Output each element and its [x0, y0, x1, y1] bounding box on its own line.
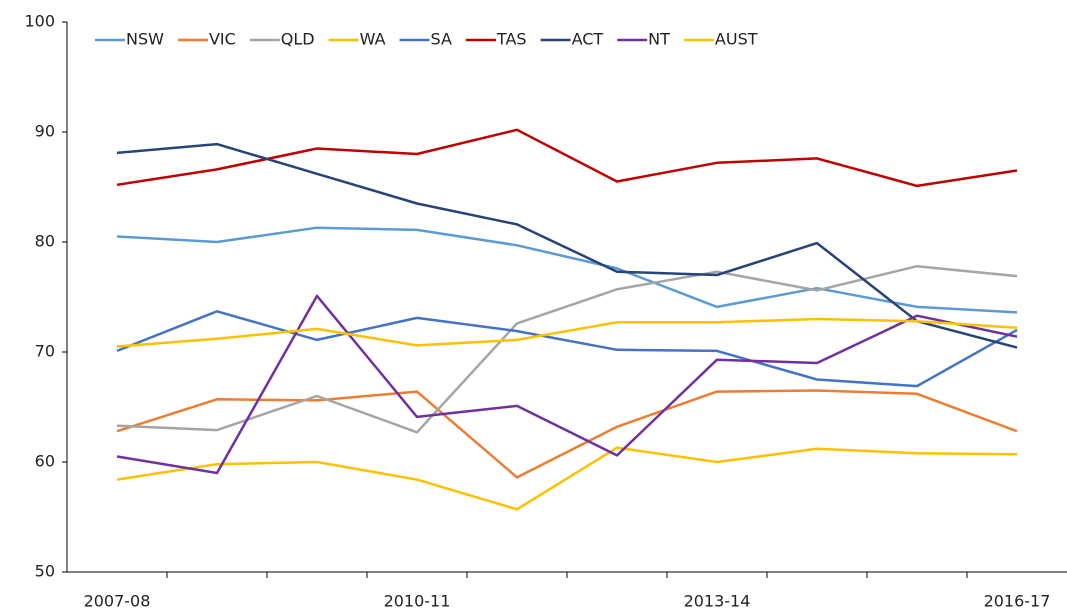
series-line [116, 294, 1018, 475]
series-line [116, 446, 1018, 511]
series-line [116, 317, 1018, 348]
y-tick-label: 50 [35, 562, 55, 581]
series-line [116, 128, 1018, 188]
series-line [116, 264, 1018, 434]
series-line [116, 389, 1018, 479]
legend-label: QLD [281, 30, 315, 49]
y-tick-label: 60 [35, 452, 55, 471]
legend-label: SA [431, 30, 452, 49]
legend-label: NSW [126, 30, 164, 49]
legend-label: NT [648, 30, 670, 49]
legend-label: TAS [496, 30, 527, 49]
y-tick-label: 70 [35, 342, 55, 361]
series-line [116, 226, 1018, 314]
x-tick-label: 2013-14 [684, 592, 751, 611]
legend-label: WA [360, 30, 386, 49]
y-tick-label: 80 [35, 232, 55, 251]
series-line [116, 310, 1018, 388]
legend-label: ACT [572, 30, 604, 49]
legend-label: AUST [715, 30, 758, 49]
x-tick-label: 2010-11 [384, 592, 451, 611]
legend-label: VIC [209, 30, 236, 49]
series-line [116, 142, 1018, 349]
x-tick-label: 2016-17 [984, 592, 1051, 611]
x-tick-label: 2007-08 [84, 592, 151, 611]
y-tick-label: 90 [35, 122, 55, 141]
y-tick-label: 100 [24, 12, 55, 31]
